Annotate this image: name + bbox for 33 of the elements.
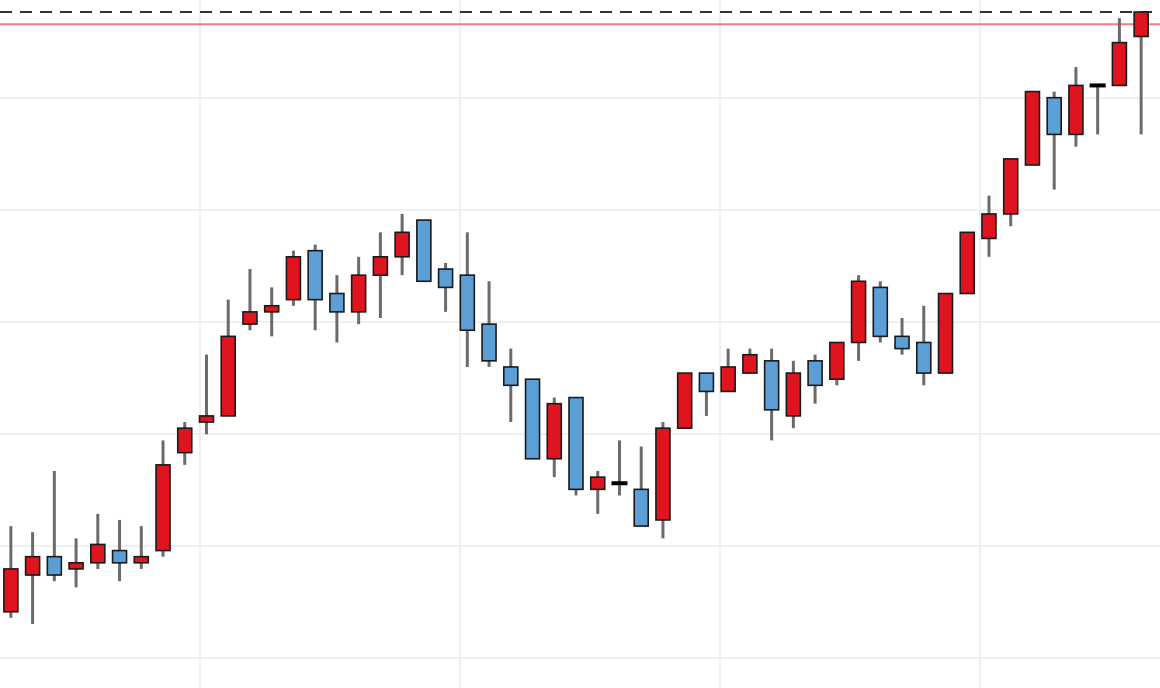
candlestick <box>785 359 802 430</box>
candlestick <box>133 524 150 571</box>
candlestick <box>1046 90 1062 191</box>
candlestick <box>24 530 41 626</box>
candlestick <box>720 347 736 393</box>
candlestick <box>176 420 193 467</box>
candlestick <box>242 267 258 332</box>
candlestick <box>372 230 389 320</box>
candlestick <box>502 347 519 424</box>
candlestick <box>915 304 932 387</box>
candlestick <box>589 469 606 516</box>
candlestick <box>742 347 758 375</box>
candlestick <box>350 255 367 326</box>
candlestick <box>3 524 19 620</box>
candlestick <box>829 340 845 387</box>
candlestick <box>698 371 715 418</box>
candlestick <box>263 285 280 338</box>
candlestick <box>111 518 128 583</box>
candlestick <box>981 194 997 259</box>
candlestick <box>807 353 823 406</box>
candlestick <box>894 316 910 357</box>
candlestick <box>481 279 497 369</box>
candlestick <box>437 261 454 314</box>
candlestick <box>1133 10 1149 136</box>
candlestick <box>90 512 106 571</box>
candlestick <box>329 273 345 344</box>
candlestick <box>633 445 650 528</box>
candlestick <box>68 536 84 589</box>
candlestick <box>198 353 215 436</box>
candlestick <box>394 212 410 277</box>
candlestick <box>1111 16 1128 87</box>
candlestick <box>285 249 302 308</box>
candlestick <box>46 469 63 583</box>
